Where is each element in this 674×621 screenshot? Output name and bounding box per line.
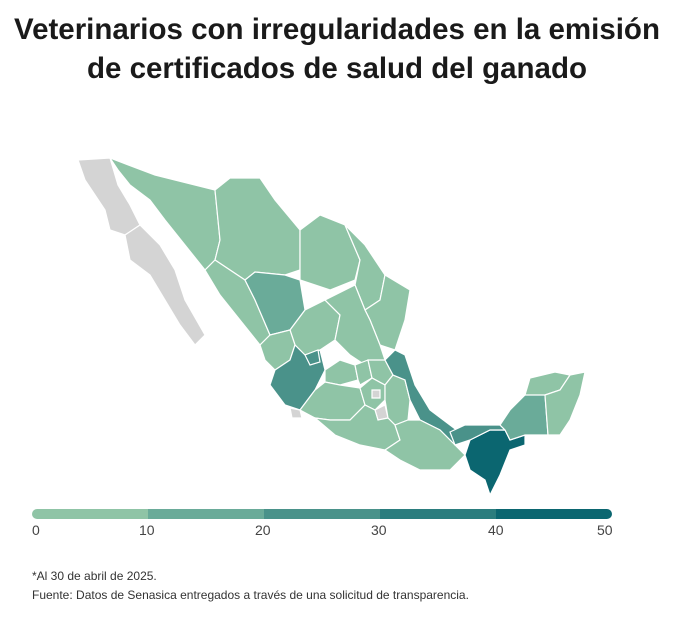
legend-tick: 20: [255, 522, 271, 538]
color-legend: [32, 509, 612, 519]
state-queretaro: [354, 359, 373, 386]
state-ciudad-de-mexico: [371, 389, 381, 399]
state-quintana-roo: [544, 371, 586, 436]
legend-tick: 10: [139, 522, 155, 538]
state-guanajuato: [324, 359, 359, 386]
state-baja-california-sur: [124, 224, 206, 346]
state-oaxaca: [383, 419, 466, 471]
state-coahuila: [299, 214, 361, 291]
mexico-choropleth-map: [77, 156, 586, 497]
chart-title: Veterinarios con irregularidades en la e…: [14, 13, 660, 85]
state-chihuahua: [214, 177, 301, 281]
footnote: *Al 30 de abril de 2025.: [32, 569, 157, 583]
state-chiapas: [464, 429, 526, 497]
legend-bin-40-50: [496, 509, 612, 519]
legend-bin-20-30: [264, 509, 380, 519]
state-guerrero: [313, 404, 401, 451]
legend-bin-0-10: [32, 509, 148, 519]
state-tabasco: [449, 424, 507, 446]
legend-tick: 50: [597, 522, 613, 538]
legend-tick: 30: [371, 522, 387, 538]
legend-bin-10-20: [148, 509, 264, 519]
state-sonora: [108, 156, 221, 271]
legend-tick: 0: [32, 522, 40, 538]
legend-bin-30-40: [380, 509, 496, 519]
state-colima: [289, 407, 303, 419]
source-note: Fuente: Datos de Senasica entregados a t…: [32, 588, 469, 602]
legend-tick: 40: [488, 522, 504, 538]
state-aguascalientes: [304, 349, 321, 366]
